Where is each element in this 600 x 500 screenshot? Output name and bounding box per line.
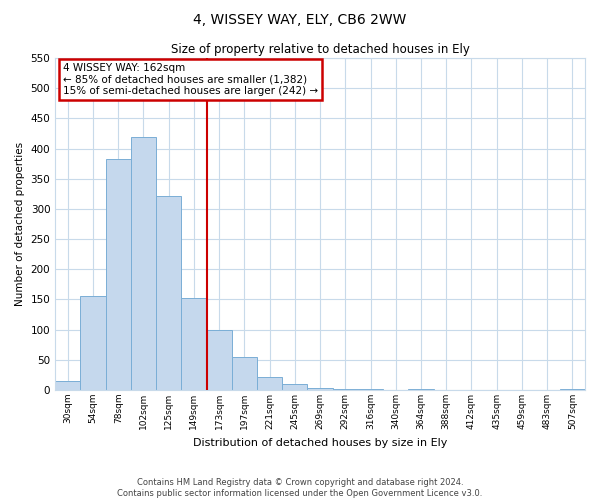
Y-axis label: Number of detached properties: Number of detached properties [15,142,25,306]
Text: 4 WISSEY WAY: 162sqm
← 85% of detached houses are smaller (1,382)
15% of semi-de: 4 WISSEY WAY: 162sqm ← 85% of detached h… [63,63,318,96]
Bar [80,296,106,390]
Bar [232,358,257,390]
Bar [55,381,80,390]
Bar [156,196,181,390]
Text: 4, WISSEY WAY, ELY, CB6 2WW: 4, WISSEY WAY, ELY, CB6 2WW [193,12,407,26]
Bar [206,330,232,390]
Bar [257,376,282,390]
Title: Size of property relative to detached houses in Ely: Size of property relative to detached ho… [170,42,470,56]
Bar [181,298,206,390]
Bar [307,388,332,390]
Text: Contains HM Land Registry data © Crown copyright and database right 2024.
Contai: Contains HM Land Registry data © Crown c… [118,478,482,498]
Bar [282,384,307,390]
Bar [106,160,131,390]
Bar [332,389,358,390]
Bar [131,136,156,390]
X-axis label: Distribution of detached houses by size in Ely: Distribution of detached houses by size … [193,438,447,448]
